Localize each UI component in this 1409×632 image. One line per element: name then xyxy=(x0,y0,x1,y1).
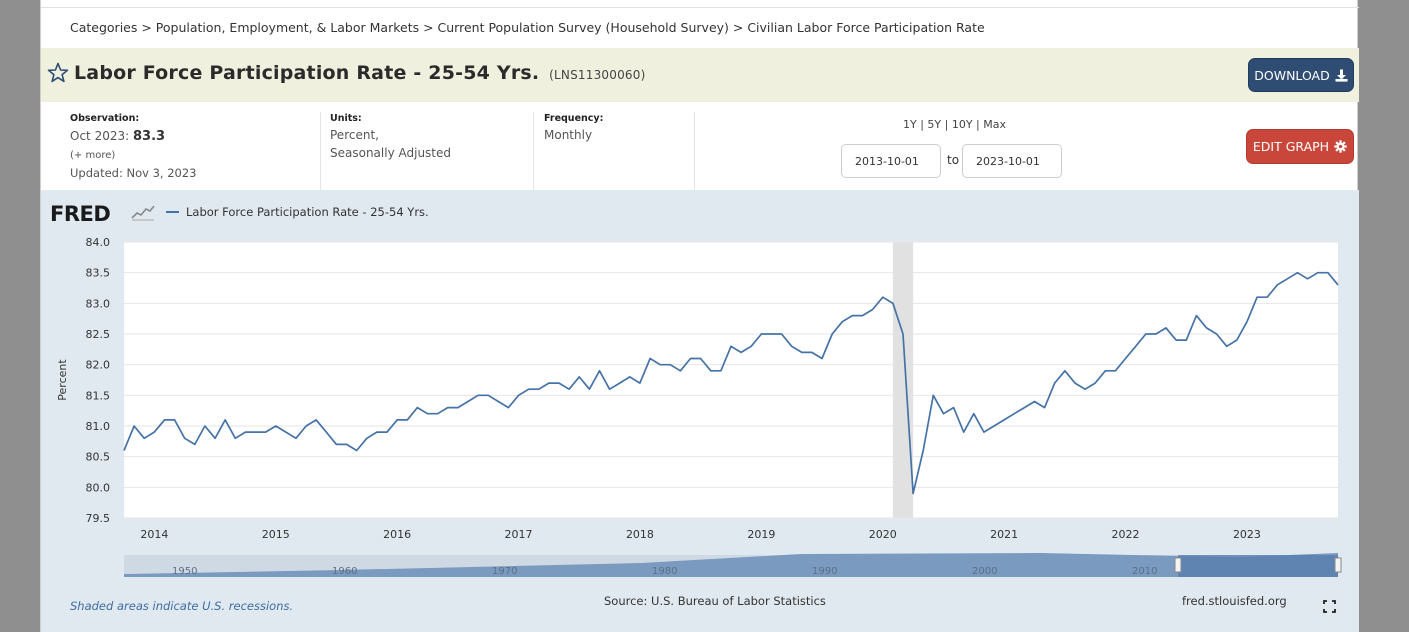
y-tick-label: 80.5 xyxy=(86,451,111,464)
end-date-input[interactable] xyxy=(962,144,1062,178)
observation-date: Oct 2023: xyxy=(70,129,130,143)
range-10y-link[interactable]: 10Y xyxy=(951,118,973,131)
navigator-label: 1960 xyxy=(332,566,357,577)
download-icon xyxy=(1335,69,1348,82)
series-line xyxy=(123,271,1339,495)
observation-label: Observation: xyxy=(70,113,140,124)
more-observations-link[interactable]: (+ more) xyxy=(70,150,116,161)
updated-date: Updated: Nov 3, 2023 xyxy=(70,166,197,180)
y-tick-label: 84.0 xyxy=(86,236,111,249)
date-range-links: 1Y | 5Y | 10Y | Max xyxy=(903,118,1006,131)
meta-divider xyxy=(694,112,695,190)
navigator-handle-left xyxy=(1174,557,1182,573)
page: Categories > Population, Employment, & L… xyxy=(40,0,1359,632)
gear-icon xyxy=(1334,140,1347,153)
observation-line: Oct 2023: 83.3 xyxy=(70,129,165,144)
range-navigator: 1950 1960 1970 1980 1990 2000 2010 xyxy=(124,553,1342,577)
x-tick-label: 2023 xyxy=(1233,528,1261,541)
units-line1: Percent, xyxy=(330,128,379,142)
range-5y-link[interactable]: 5Y xyxy=(927,118,942,131)
fred-logo: FRED xyxy=(50,202,111,226)
y-tick-label: 83.5 xyxy=(86,267,111,280)
x-tick-label: 2019 xyxy=(747,528,775,541)
meta-divider xyxy=(320,112,321,190)
navigator-label: 2010 xyxy=(1132,566,1157,577)
navigator-series-area xyxy=(124,553,1338,577)
meta-divider xyxy=(533,112,534,190)
y-tick-label: 82.5 xyxy=(86,328,111,341)
series-id: (LNS11300060) xyxy=(549,68,646,82)
download-button[interactable]: DOWNLOAD xyxy=(1248,58,1354,92)
download-label: DOWNLOAD xyxy=(1254,67,1330,83)
x-tick-label: 2020 xyxy=(869,528,897,541)
y-tick-label: 82.0 xyxy=(86,359,111,372)
fred-link[interactable]: fred.stlouisfed.org xyxy=(1182,594,1287,608)
chart[interactable]: 84.0 83.5 83.0 82.5 82.0 81.5 81.0 80.5 80.0 79.5… xyxy=(41,190,1359,590)
start-date-input[interactable] xyxy=(841,144,941,178)
title-bar: Labor Force Participation Rate - 25-54 Y… xyxy=(41,48,1359,102)
star-outline-icon[interactable] xyxy=(46,61,70,85)
x-tick-label: 2016 xyxy=(383,528,411,541)
navigator-label: 1980 xyxy=(652,566,677,577)
units-line2: Seasonally Adjusted xyxy=(330,146,452,160)
y-tick-label: 81.0 xyxy=(86,420,111,433)
fullscreen-icon[interactable] xyxy=(1323,600,1336,613)
plot-background xyxy=(124,242,1338,518)
y-tick-label: 83.0 xyxy=(86,297,111,310)
x-tick-label: 2018 xyxy=(626,528,654,541)
series-title: Labor Force Participation Rate - 25-54 Y… xyxy=(74,62,540,84)
chart-legend: Labor Force Participation Rate - 25-54 Y… xyxy=(166,205,429,219)
fred-logo-chart-icon xyxy=(131,203,155,221)
navigator-handle-right xyxy=(1334,557,1342,573)
navigator-selection xyxy=(1178,555,1338,577)
graph-area: FRED Labor Force Participation Rate - 25… xyxy=(41,190,1359,632)
range-separator: | xyxy=(941,118,952,131)
x-tick-label: 2022 xyxy=(1112,528,1140,541)
units-label: Units: xyxy=(330,113,362,124)
x-tick-label: 2014 xyxy=(140,528,168,541)
navigator-label: 1990 xyxy=(812,566,837,577)
navigator-label: 1970 xyxy=(492,566,517,577)
legend-swatch xyxy=(166,211,179,213)
observation-value: 83.3 xyxy=(132,129,166,144)
range-separator: | xyxy=(916,118,928,131)
page-title: Labor Force Participation Rate - 25-54 Y… xyxy=(74,62,645,84)
navigator-label: 1950 xyxy=(172,566,197,577)
y-tick-label: 79.5 xyxy=(86,512,111,525)
source-note[interactable]: Source: U.S. Bureau of Labor Statistics xyxy=(604,594,826,608)
navigator-label: 2000 xyxy=(972,566,997,577)
breadcrumb[interactable]: Categories > Population, Employment, & L… xyxy=(70,20,985,35)
y-tick-label: 80.0 xyxy=(86,481,111,494)
range-max-link[interactable]: Max xyxy=(983,118,1007,131)
frequency-label: Frequency: xyxy=(544,113,604,124)
legend-label: Labor Force Participation Rate - 25-54 Y… xyxy=(186,205,429,219)
y-axis-label: Percent xyxy=(56,359,69,401)
to-label: to xyxy=(947,153,960,167)
y-tick-label: 81.5 xyxy=(86,389,111,402)
range-separator: | xyxy=(972,118,984,131)
range-1y-link[interactable]: 1Y xyxy=(903,118,917,131)
recession-footnote: Shaded areas indicate U.S. recessions. xyxy=(70,599,294,613)
top-divider xyxy=(41,7,1359,8)
edit-graph-label: EDIT GRAPH xyxy=(1252,139,1330,154)
x-tick-label: 2017 xyxy=(505,528,533,541)
x-tick-label: 2015 xyxy=(262,528,290,541)
edit-graph-button[interactable]: EDIT GRAPH xyxy=(1246,129,1354,164)
x-tick-label: 2021 xyxy=(990,528,1018,541)
frequency-value: Monthly xyxy=(544,128,593,142)
recession-shading xyxy=(892,242,914,518)
